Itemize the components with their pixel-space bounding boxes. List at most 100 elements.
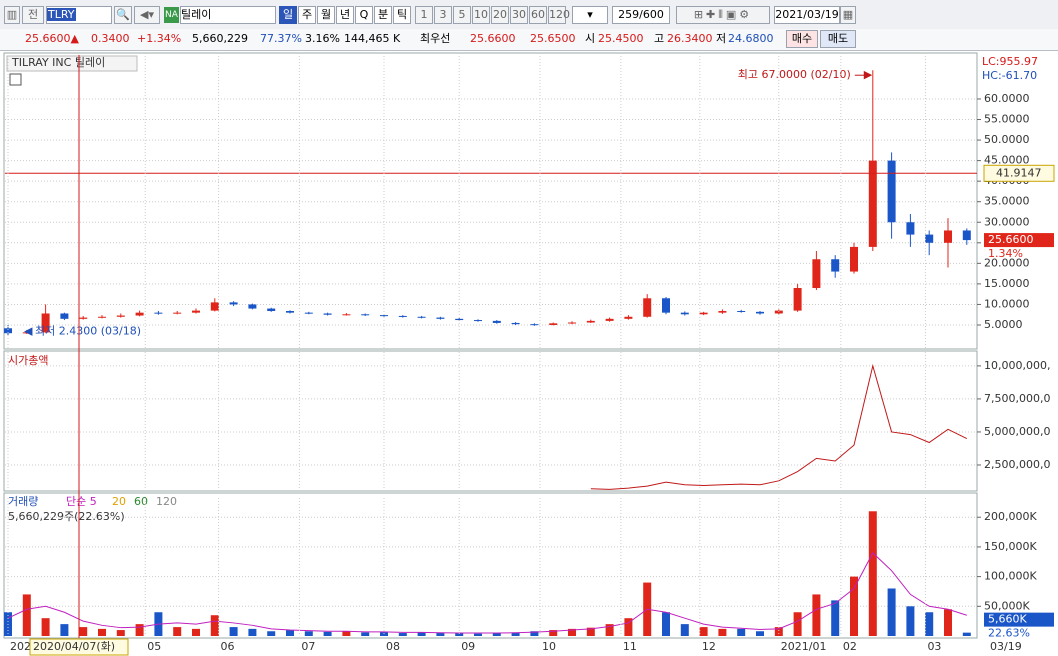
volume-bar (267, 631, 276, 636)
candle-body (436, 317, 445, 319)
candle-body (173, 312, 182, 314)
period-button[interactable]: 60 (529, 6, 547, 24)
candle-body (812, 259, 821, 289)
volume-bar (135, 624, 144, 636)
period-button[interactable]: 20 (491, 6, 509, 24)
candle-body (342, 314, 351, 316)
volume-panel (3, 492, 978, 639)
last-volume: 5,660K (988, 613, 1027, 626)
volume-bar (116, 630, 125, 636)
candle-body (192, 310, 200, 313)
sound[interactable]: ◀▾ (134, 6, 160, 24)
volume-bar (173, 627, 182, 636)
volume-bar (737, 628, 746, 636)
amount: 144,465 K (344, 32, 401, 45)
period-button[interactable]: 3 (434, 6, 452, 24)
date[interactable]: 2021/03/19 (774, 6, 840, 24)
period-button[interactable]: 틱 (393, 6, 411, 24)
cap-line (590, 363, 968, 490)
low-label: 저 (716, 32, 727, 45)
period-button[interactable]: 120 (548, 6, 570, 24)
y-tick-label: 100,000K (984, 570, 1037, 583)
candle-body (944, 230, 952, 243)
cap-panel (3, 350, 978, 492)
volume-bar (22, 594, 31, 636)
last-ratio: 22.63% (988, 627, 1030, 640)
y-tick-label: 60.0000 (984, 92, 1030, 105)
menu-icon[interactable]: ▥ (4, 6, 20, 24)
volume-bar (549, 630, 558, 636)
candle-body (605, 318, 614, 321)
hc-label: HC:-61.70 (982, 69, 1037, 82)
dropdown[interactable]: ▾ (572, 6, 608, 24)
candle-body (906, 222, 915, 235)
candle-body (868, 160, 877, 247)
volume-bar (417, 632, 426, 636)
candle-body (304, 312, 313, 314)
candle-body (361, 314, 370, 316)
volume-title: 거래량 (8, 495, 38, 508)
lc-label: LC:955.97 (982, 55, 1038, 68)
volume-bar (793, 612, 802, 636)
volume-bar (323, 631, 332, 636)
y-tick-label: 10.0000 (984, 297, 1030, 310)
crosshair-date: 2020/04/07(화) (33, 640, 115, 653)
candle-body (925, 234, 934, 243)
period-button[interactable]: 30 (510, 6, 528, 24)
period-button[interactable]: Q (355, 6, 373, 24)
candle-body (286, 311, 294, 313)
sell-button[interactable]: 매도 (820, 30, 856, 48)
y-tick-label: 50.0000 (984, 133, 1030, 146)
tool-icons[interactable]: ⊞✚⫴▣⚙ (676, 6, 770, 24)
crosshair-value: 41.9147 (996, 166, 1042, 179)
price-panel (3, 52, 978, 350)
search[interactable]: 🔍 (114, 6, 132, 24)
period-button[interactable]: 5 (453, 6, 471, 24)
buy-button[interactable]: 매수 (786, 30, 818, 48)
candle-body (718, 311, 727, 313)
y-tick-label: 2,500,000,0 (984, 458, 1050, 471)
period-button[interactable]: 년 (336, 6, 354, 24)
period-button[interactable]: 주 (298, 6, 316, 24)
candle-body (530, 324, 539, 326)
y-tick-label: 50,000K (984, 599, 1030, 612)
volume-bar (756, 631, 764, 636)
period-button[interactable]: 1 (415, 6, 433, 24)
volume-bar (229, 627, 238, 636)
volume-bar (774, 627, 783, 636)
volume-bar (210, 615, 219, 636)
title-box (6, 55, 138, 72)
crosshair-box (983, 164, 1055, 182)
volume-bar (455, 633, 464, 636)
volume-bar (248, 628, 257, 636)
y-tick-label: 150,000K (984, 540, 1037, 553)
table-icon[interactable] (9, 73, 22, 86)
code: TLRY (47, 8, 76, 21)
best-label: 최우선 (420, 32, 451, 45)
calendar[interactable]: ▦ (840, 6, 856, 24)
candle-body (662, 298, 670, 313)
volume-bar (41, 618, 50, 636)
volume-bar (398, 633, 407, 636)
code-input[interactable]: TLRY (46, 6, 112, 24)
last-volume-box (984, 612, 1054, 627)
high-label: 고 (654, 32, 665, 45)
y-tick-label: 5,000,000,0 (984, 425, 1050, 438)
name-input[interactable]: 틸레이 (180, 6, 276, 24)
period-button[interactable]: 월 (317, 6, 335, 24)
candle-body (398, 315, 407, 317)
y-tick-label: 30.0000 (984, 215, 1030, 228)
volume-bar (831, 600, 840, 636)
volume-bar (662, 612, 670, 636)
period-button[interactable]: 10 (472, 6, 490, 24)
volume-bar (474, 633, 482, 636)
ratio: 77.37% (260, 32, 302, 45)
period-button[interactable]: 일 (279, 6, 297, 24)
y-tick-label: 7,500,000,0 (984, 392, 1050, 405)
y-tick-label: 20.0000 (984, 256, 1030, 269)
market[interactable]: 전 (22, 6, 44, 24)
y-tick-label: 15.0000 (984, 277, 1030, 290)
period-button[interactable]: 분 (374, 6, 392, 24)
candle-body (417, 316, 426, 318)
